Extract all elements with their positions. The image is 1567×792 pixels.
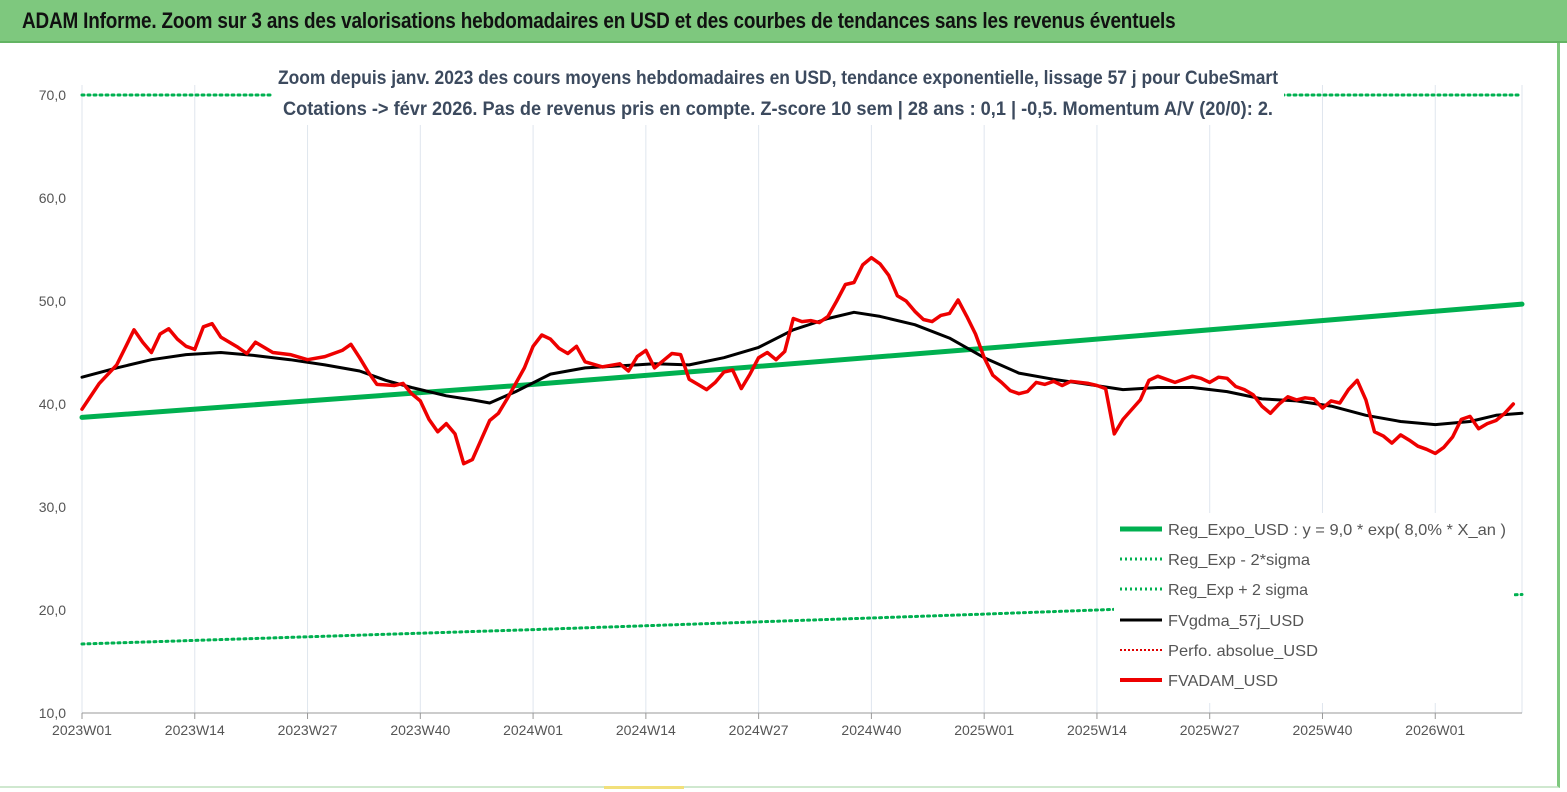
axes: 2023W01 2023W14 2023W27 2023W40 2024W01 2024W…	[39, 87, 1522, 738]
legend-item-fvgdma: FVgdma_57j_USD	[1120, 613, 1304, 630]
x-tick-label-8: 2025W01	[954, 722, 1014, 738]
x-tick-label-10: 2025W27	[1180, 722, 1240, 738]
x-tick-label-1: 2023W14	[165, 722, 225, 738]
y-tick-label-6: 10,0	[39, 705, 66, 721]
legend-background	[1114, 513, 1514, 703]
report-banner: ADAM Informe. Zoom sur 3 ans des valoris…	[0, 0, 1567, 43]
legend-item-perfo: Perfo. absolue_USD	[1120, 643, 1318, 660]
bottom-edge-mark	[604, 786, 684, 789]
x-tick-label-4: 2024W01	[503, 722, 563, 738]
y-tick-label-5: 20,0	[39, 602, 66, 618]
legend-label-reg-expo: Reg_Expo_USD : y = 9,0 * exp( 8,0% * X_a…	[1168, 522, 1506, 539]
legend-label-fvgdma: FVgdma_57j_USD	[1168, 613, 1304, 630]
legend-item-fvadam: FVADAM_USD	[1120, 673, 1278, 690]
y-tick-label-4: 30,0	[39, 499, 66, 515]
x-tick-label-9: 2025W14	[1067, 722, 1127, 738]
legend-label-reg-exp-plus: Reg_Exp + 2 sigma	[1168, 582, 1308, 599]
y-tick-label-0: 70,0	[39, 87, 66, 103]
chart: 2023W01 2023W14 2023W27 2023W40 2024W01 2024W…	[39, 59, 1525, 738]
y-tick-label-3: 40,0	[39, 396, 66, 412]
chart-frame: 2023W01 2023W14 2023W27 2023W40 2024W01 2024W…	[0, 43, 1560, 788]
x-tick-label-7: 2024W40	[841, 722, 901, 738]
legend-label-reg-exp-minus: Reg_Exp - 2*sigma	[1168, 552, 1310, 569]
legend-item-reg-exp-plus: Reg_Exp + 2 sigma	[1120, 582, 1308, 599]
x-tick-label-2: 2023W27	[278, 722, 338, 738]
legend: Reg_Expo_USD : y = 9,0 * exp( 8,0% * X_a…	[1114, 513, 1514, 703]
legend-label-perfo: Perfo. absolue_USD	[1168, 643, 1318, 660]
series-line-3	[80, 310, 1524, 427]
y-tick-label-1: 60,0	[39, 190, 66, 206]
x-tick-label-5: 2024W14	[616, 722, 676, 738]
x-tick-label-12: 2026W01	[1405, 722, 1465, 738]
series-line-0	[79, 301, 1525, 420]
y-tick-label-2: 50,0	[39, 293, 66, 309]
legend-item-reg-exp-minus: Reg_Exp - 2*sigma	[1120, 552, 1310, 569]
report-title: ADAM Informe. Zoom sur 3 ans des valoris…	[22, 8, 1176, 33]
x-tick-label-3: 2023W40	[390, 722, 450, 738]
legend-label-fvadam: FVADAM_USD	[1168, 673, 1278, 690]
chart-subtitle-line-2: Cotations -> févr 2026. Pas de revenus p…	[283, 99, 1273, 120]
subtitle-background	[272, 59, 1284, 125]
series-line-5	[80, 255, 1516, 466]
legend-item-reg-expo: Reg_Expo_USD : y = 9,0 * exp( 8,0% * X_a…	[1120, 522, 1506, 539]
x-tick-label-0: 2023W01	[52, 722, 112, 738]
chart-subtitle-line-1: Zoom depuis janv. 2023 des cours moyens …	[278, 68, 1279, 89]
x-tick-label-11: 2025W40	[1293, 722, 1353, 738]
x-tick-label-6: 2024W27	[729, 722, 789, 738]
